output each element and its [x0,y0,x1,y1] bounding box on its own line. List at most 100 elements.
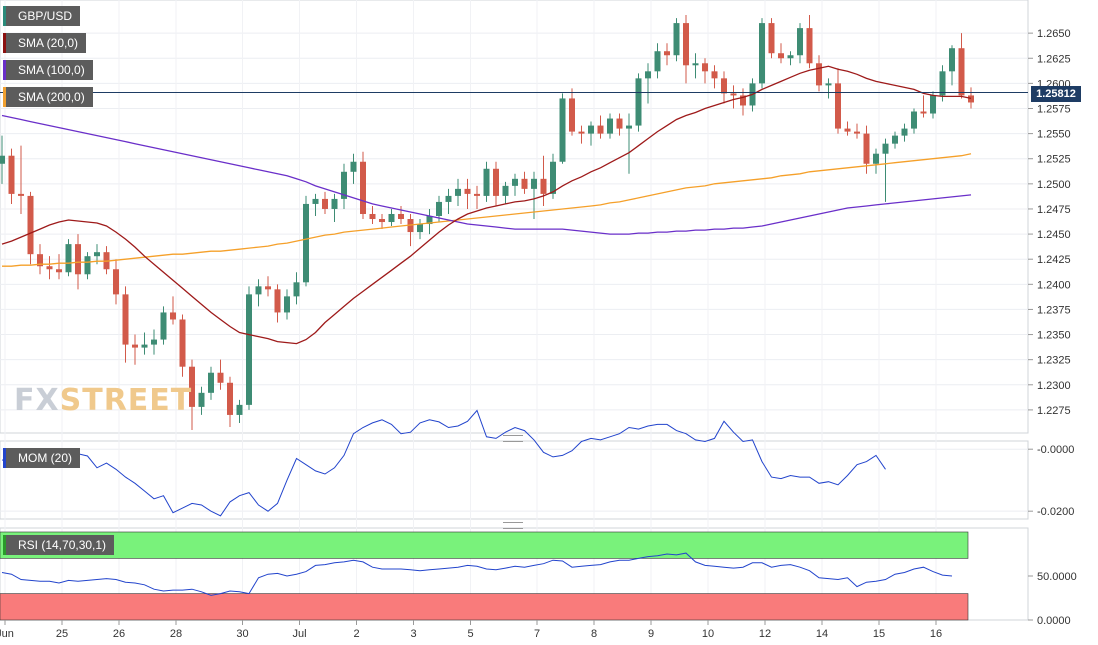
price-tick-label: 1.2275 [1037,405,1071,417]
candle-body [303,203,309,283]
date-tick-label: 28 [170,628,182,640]
legend-mom[interactable]: MOM (20) [3,448,80,468]
candle-body [531,178,537,189]
candle-body [46,266,53,270]
candle-body [236,404,243,415]
candle-body [778,53,784,59]
candle-body [132,344,138,348]
candle-body [759,23,765,84]
price-tick-label: 1.2350 [1037,330,1071,342]
price-tick-label: 1.2550 [1037,129,1071,141]
candle-body [939,71,946,96]
legend-sma-100[interactable]: SMA (100,0) [3,60,93,80]
price-tick-label: 1.2475 [1037,204,1071,216]
legend-gbpusd[interactable]: GBP/USD [3,6,81,26]
candle-body [616,118,623,129]
candle-body [417,224,423,233]
candle-body [911,111,917,129]
date-tick-label: 12 [759,628,771,640]
date-tick-label: 25 [56,628,68,640]
candle-body [654,51,661,72]
price-tick-label: 1.2325 [1037,355,1071,367]
price-tick-label: 1.2375 [1037,304,1071,316]
candle-body [502,185,509,196]
candle-body [208,372,214,393]
candle-body [569,98,575,132]
candle-body [27,195,34,255]
legend-rsi[interactable]: RSI (14,70,30,1) [3,535,115,555]
candle-body [65,244,72,273]
sma-100-line [1,114,972,235]
main-panel-frame [0,0,1029,434]
date-tick-label: 2 [353,628,359,640]
candle-body [692,63,699,66]
candle-body [360,161,366,214]
rsi-tick-label: 0.0000 [1037,615,1071,627]
candle-body [170,312,176,320]
date-tick-label: 5 [467,628,473,640]
candle-body [122,294,129,345]
price-axis: 1.26501.26251.26001.25751.25501.25251.25… [1028,28,1071,417]
candle-body [455,188,461,196]
candle-body [493,168,499,196]
candle-body [189,366,195,407]
price-tick-label: 1.2625 [1037,53,1071,65]
candle-body [607,118,613,134]
candle-body [274,289,281,313]
rsi-tick-label: 50.0000 [1037,571,1077,583]
mom-axis: -0.0000 -0.0200 [1028,444,1074,518]
candle-body [37,254,43,267]
candle-body [882,143,889,154]
candle-body [512,178,518,186]
candle-body [702,63,708,72]
rsi-oversold-zone [0,593,969,621]
date-tick-label: 9 [648,628,654,640]
candle-body [597,125,604,134]
candle-body [426,215,433,225]
candle-body [835,83,841,129]
date-gridlines [4,0,937,620]
candle-body [920,111,927,114]
candle-body [559,98,566,162]
price-tick-label: 1.2500 [1037,179,1071,191]
candle-body [521,178,528,189]
candle-body [721,78,727,94]
candle-body [550,161,556,194]
candle-body [312,198,319,204]
candle-body [388,213,395,223]
candle-body [626,125,632,129]
candle-body [483,168,490,196]
mom-panel-frame [0,440,1029,520]
sma-200-line [2,153,972,267]
date-tick-label: 3 [410,628,416,640]
date-tick-label: Jul [292,628,306,640]
candle-body [75,244,81,275]
candle-body [578,131,585,134]
price-tick-label: 1.2575 [1037,103,1071,115]
rsi-line [1,552,953,596]
candle-body [436,201,442,216]
candle-body [673,23,680,56]
candle-body [645,71,651,79]
rsi-overbought-zone [0,531,969,559]
sma-20-line [1,65,972,345]
price-tick-label: 1.2425 [1037,254,1071,266]
legend-sma-20[interactable]: SMA (20,0) [3,33,87,53]
date-tick-label: 14 [816,628,828,640]
candle-body [284,296,290,313]
candle-body [683,23,689,66]
panel-resize-handle-rsi[interactable] [503,522,523,529]
candle-body [474,193,480,196]
panel-resize-handle-mom[interactable] [503,435,523,442]
candle-body [892,135,898,144]
mom-tick-label: -0.0200 [1037,506,1074,518]
candle-body [94,252,100,257]
candle-body [958,48,965,96]
candle-body [588,125,594,134]
candle-body [141,344,148,348]
candle-body [0,155,5,164]
legend-sma-200[interactable]: SMA (200,0) [3,87,93,107]
date-tick-label: Jun [0,628,14,640]
price-tick-label: 1.2525 [1037,154,1071,166]
